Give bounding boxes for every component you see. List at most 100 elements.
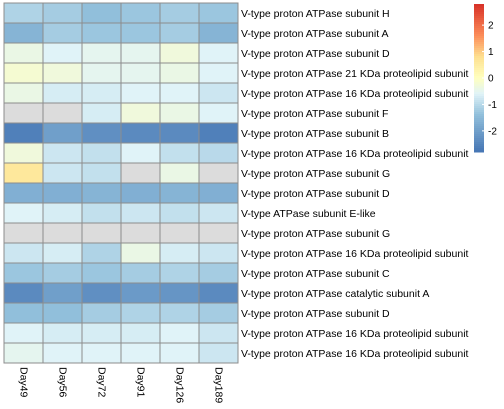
- heatmap-cell: [42, 102, 83, 124]
- heatmap-cell: [159, 342, 200, 364]
- heatmap-cell: [3, 302, 44, 324]
- heatmap-cell: [42, 262, 83, 284]
- legend-gradient-segment: [474, 48, 484, 51]
- legend-gradient-segment: [474, 124, 484, 127]
- legend-tick-label: -1: [488, 100, 497, 111]
- heatmap-cell: [42, 122, 83, 144]
- heatmap-cell: [120, 162, 161, 184]
- heatmap-cell: [198, 82, 239, 104]
- heatmap-cell: [198, 262, 239, 284]
- legend-gradient-segment: [474, 24, 484, 27]
- heatmap-cell: [198, 122, 239, 144]
- heatmap-cell: [198, 62, 239, 84]
- legend-gradient-segment: [474, 110, 484, 113]
- legend-gradient-segment: [474, 20, 484, 23]
- legend-gradient-segment: [474, 28, 484, 31]
- heatmap-cell: [198, 162, 239, 184]
- heatmap-cell: [42, 322, 83, 344]
- legend-gradient-segment: [474, 108, 484, 111]
- legend-gradient-segment: [474, 84, 484, 87]
- heatmap-cell: [198, 102, 239, 124]
- heatmap-cell: [42, 182, 83, 204]
- legend-gradient-segment: [474, 80, 484, 83]
- legend-gradient-segment: [474, 62, 484, 65]
- heatmap-cell: [3, 102, 44, 124]
- legend-gradient-segment: [474, 136, 484, 139]
- heatmap-cell: [42, 222, 83, 244]
- legend-gradient-segment: [474, 96, 484, 99]
- heatmap-cell: [81, 142, 122, 164]
- heatmap-cell: [120, 142, 161, 164]
- heatmap-cell: [42, 42, 83, 64]
- heatmap-cell: [3, 42, 44, 64]
- row-label: V-type proton ATPase subunit C: [241, 268, 390, 280]
- heatmap-cell: [3, 342, 44, 364]
- legend-gradient-segment: [474, 36, 484, 39]
- legend-gradient-segment: [474, 56, 484, 59]
- heatmap-cell: [3, 242, 44, 264]
- heatmap-cell: [81, 62, 122, 84]
- legend-gradient-segment: [474, 88, 484, 91]
- row-label: V-type proton ATPase subunit G: [241, 168, 390, 180]
- heatmap-cell: [120, 302, 161, 324]
- heatmap-cell: [3, 322, 44, 344]
- heatmap-cell: [3, 82, 44, 104]
- legend-gradient-segment: [474, 70, 484, 73]
- heatmap-cell: [81, 2, 122, 24]
- heatmap-cell: [42, 202, 83, 224]
- row-label: V-type proton ATPase 16 KDa proteolipid …: [241, 88, 469, 100]
- heatmap-cell: [159, 182, 200, 204]
- heatmap-cell: [42, 2, 83, 24]
- heatmap-cell: [120, 42, 161, 64]
- legend-gradient-segment: [474, 94, 484, 97]
- legend-gradient-segment: [474, 26, 484, 29]
- heatmap-cell: [120, 22, 161, 44]
- heatmap-cell: [42, 342, 83, 364]
- heatmap-cell: [198, 142, 239, 164]
- heatmap-cell: [120, 222, 161, 244]
- heatmap-cell: [3, 262, 44, 284]
- heatmap-cell: [120, 262, 161, 284]
- heatmap-cell: [159, 282, 200, 304]
- row-label: V-type proton ATPase subunit F: [241, 108, 388, 120]
- legend-tick-label: 1: [488, 47, 494, 58]
- heatmap-cell: [81, 202, 122, 224]
- heatmap-cell: [81, 182, 122, 204]
- row-label: V-type proton ATPase 21 KDa proteolipid …: [241, 68, 469, 80]
- legend-gradient-segment: [474, 144, 484, 147]
- heatmap-cell: [120, 182, 161, 204]
- heatmap-cell: [3, 2, 44, 24]
- row-labels: V-type proton ATPase subunit H V-type pro…: [241, 8, 469, 360]
- legend-gradient-segment: [474, 58, 484, 61]
- heatmap-cell: [3, 182, 44, 204]
- heatmap-cell: [42, 282, 83, 304]
- heatmap-cell: [81, 262, 122, 284]
- row-label: V-type proton ATPase subunit B: [241, 128, 389, 140]
- legend-gradient-segment: [474, 22, 484, 25]
- legend-gradient-segment: [474, 100, 484, 103]
- heatmap-cell: [3, 22, 44, 44]
- heatmap-cell: [3, 142, 44, 164]
- heatmap-cell: [3, 162, 44, 184]
- heatmap-cell: [42, 302, 83, 324]
- heatmap-cell: [159, 262, 200, 284]
- heatmap-cell: [159, 242, 200, 264]
- legend-gradient-segment: [474, 32, 484, 35]
- legend-tick-label: -2: [488, 126, 497, 137]
- legend-gradient-segment: [474, 112, 484, 115]
- legend-gradient-segment: [474, 78, 484, 81]
- heatmap-cell: [81, 22, 122, 44]
- legend-gradient-segment: [474, 68, 484, 71]
- heatmap-cell: [159, 2, 200, 24]
- legend-gradient-segment: [474, 120, 484, 123]
- legend-gradient-segment: [474, 52, 484, 55]
- heatmap-cell: [3, 282, 44, 304]
- row-label: V-type proton ATPase catalytic subunit A: [241, 288, 429, 300]
- legend-tick-label: 2: [488, 21, 494, 32]
- heatmap-cell: [81, 162, 122, 184]
- heatmap-cell: [120, 242, 161, 264]
- heatmap-cell: [3, 122, 44, 144]
- legend-tick-label: 0: [488, 74, 494, 85]
- legend-gradient-segment: [474, 126, 484, 129]
- heatmap-cell: [81, 242, 122, 264]
